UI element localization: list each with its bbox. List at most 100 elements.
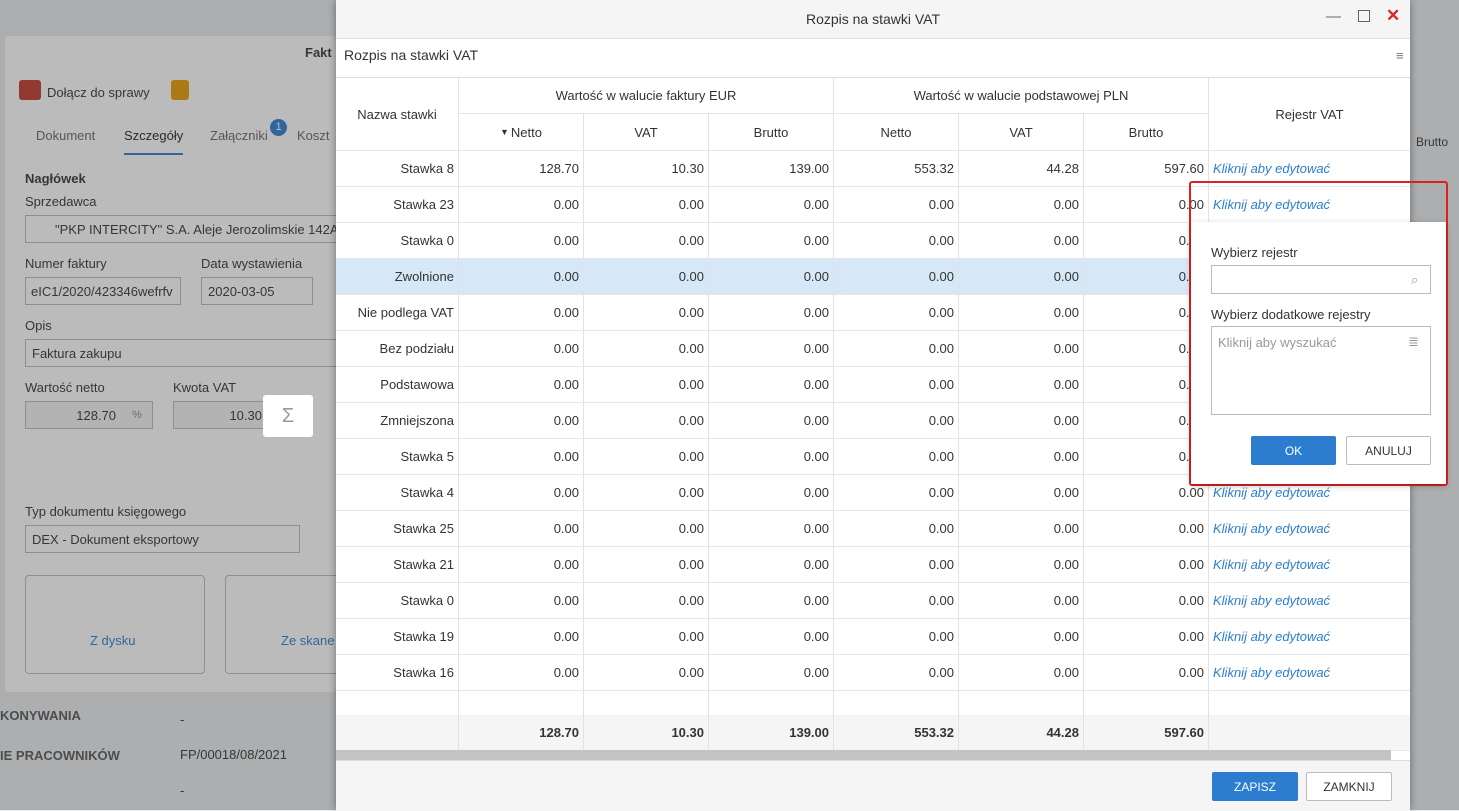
- header: Rejestr VAT: [1209, 78, 1410, 151]
- amount: 0.00: [959, 547, 1084, 583]
- amount: 0.00: [834, 187, 959, 223]
- amount: 0.00: [709, 403, 834, 439]
- invoice-number-input[interactable]: [25, 277, 181, 305]
- amount: 0.00: [1084, 403, 1209, 439]
- edit-link[interactable]: Kliknij aby edytować: [1209, 547, 1410, 583]
- seller-input[interactable]: [25, 215, 345, 243]
- amount: 0.00: [1084, 547, 1209, 583]
- amount: 0.00: [959, 439, 1084, 475]
- rate-name: Stawka 25: [336, 511, 459, 547]
- amount: 0.00: [459, 403, 584, 439]
- amount: 0.00: [1084, 259, 1209, 295]
- tab-badge: 1: [270, 119, 287, 136]
- net-input[interactable]: [25, 401, 153, 429]
- amount: 0.00: [709, 511, 834, 547]
- search-icon: ⌕: [1411, 272, 1419, 287]
- amount: 0.00: [584, 295, 709, 331]
- amount: 0.00: [459, 511, 584, 547]
- empty-cell: [584, 691, 709, 715]
- save-button[interactable]: ZAPISZ: [1212, 772, 1298, 801]
- amount: 0.00: [584, 655, 709, 691]
- close-x[interactable]: ✕: [1386, 6, 1401, 25]
- description-input[interactable]: [25, 339, 345, 367]
- amount: 0.00: [834, 403, 959, 439]
- empty-cell: [959, 691, 1084, 715]
- amount: 0.00: [834, 295, 959, 331]
- amount: 0.00: [959, 583, 1084, 619]
- tab-active[interactable]: Szczegóły: [124, 128, 184, 155]
- amount: 0.00: [959, 259, 1084, 295]
- amount: 0.00: [584, 547, 709, 583]
- amount: 0.00: [1084, 583, 1209, 619]
- rate-name: Podstawowa: [336, 367, 459, 403]
- total: 553.32: [834, 715, 959, 751]
- amount: 0.00: [959, 367, 1084, 403]
- amount: 553.32: [834, 151, 959, 187]
- label: Kwota VAT: [173, 380, 237, 395]
- amount: 0.00: [834, 331, 959, 367]
- amount: 0.00: [459, 655, 584, 691]
- right-header: Brutto: [1416, 135, 1449, 149]
- amount: 0.00: [584, 511, 709, 547]
- amount: 0.00: [1084, 223, 1209, 259]
- edit-link[interactable]: Kliknij aby edytować: [1209, 583, 1410, 619]
- amount: 0.00: [834, 547, 959, 583]
- menu-icon[interactable]: ≡: [1396, 48, 1404, 63]
- empty-cell: [459, 691, 584, 715]
- close-button[interactable]: ZAMKNIJ: [1306, 772, 1392, 801]
- amount: 0.00: [584, 619, 709, 655]
- amount: 0.00: [709, 619, 834, 655]
- label: Typ dokumentu księgowego: [25, 504, 187, 519]
- tab[interactable]: Załączniki: [210, 128, 268, 143]
- cancel-button[interactable]: ANULUJ: [1346, 436, 1431, 465]
- amount: 0.00: [459, 619, 584, 655]
- extra-input[interactable]: [1211, 326, 1431, 415]
- total-cell: [336, 715, 459, 751]
- seller-value: "PKP INTERCITY" S.A. Aleje Jerozolimskie…: [55, 222, 343, 237]
- placeholder: Kliknij aby wyszukać: [1218, 335, 1337, 350]
- amount: 0.00: [709, 223, 834, 259]
- date-input[interactable]: [201, 277, 313, 305]
- amount: 0.00: [459, 367, 584, 403]
- sort-icon[interactable]: ▼: [500, 127, 509, 137]
- header: Brutto: [709, 114, 834, 151]
- amount: 0.00: [459, 439, 584, 475]
- amount: 44.28: [959, 151, 1084, 187]
- label: Sprzedawca: [25, 194, 97, 209]
- edit-link[interactable]: Kliknij aby edytować: [1209, 619, 1410, 655]
- header: Netto: [834, 114, 959, 151]
- label: Data wystawienia: [201, 256, 303, 271]
- register-popup: Wybierz rejestr ⌕ Wybierz dodatkowe reje…: [1191, 222, 1446, 484]
- upload-scan-label: Ze skane: [281, 633, 335, 648]
- edit-link[interactable]: Kliknij aby edytować: [1209, 655, 1410, 691]
- join-case[interactable]: Dołącz do sprawy: [47, 85, 150, 100]
- rate-name: Stawka 0: [336, 583, 459, 619]
- amount: 0.00: [959, 655, 1084, 691]
- register-input[interactable]: [1211, 265, 1431, 294]
- maximize[interactable]: [1358, 10, 1370, 22]
- list-row: KONYWANIA: [0, 708, 81, 723]
- lock-icon[interactable]: [171, 80, 189, 100]
- amount: 0.00: [584, 403, 709, 439]
- rate-name: Stawka 4: [336, 475, 459, 511]
- upload-scan[interactable]: [225, 575, 345, 674]
- amount: 0.00: [459, 331, 584, 367]
- description: Faktura zakupu: [32, 346, 122, 361]
- tab[interactable]: Dokument: [36, 128, 96, 143]
- rate-name: Stawka 8: [336, 151, 459, 187]
- doc-type: DEX - Dokument eksportowy: [32, 532, 199, 547]
- amount: 0.00: [834, 367, 959, 403]
- rate-name: Nie podlega VAT: [336, 295, 459, 331]
- amount: 0.00: [709, 583, 834, 619]
- amount: 0.00: [584, 259, 709, 295]
- ok-button[interactable]: OK: [1251, 436, 1336, 465]
- upload-disk[interactable]: [25, 575, 205, 674]
- sum-button[interactable]: Σ: [263, 395, 313, 437]
- amount: 0.00: [459, 187, 584, 223]
- total: 10.30: [584, 715, 709, 751]
- doc-type-input[interactable]: [25, 525, 300, 553]
- rate-name: Stawka 23: [336, 187, 459, 223]
- edit-link[interactable]: Kliknij aby edytować: [1209, 511, 1410, 547]
- minimize[interactable]: —: [1326, 8, 1341, 25]
- tab[interactable]: Koszt: [297, 128, 330, 143]
